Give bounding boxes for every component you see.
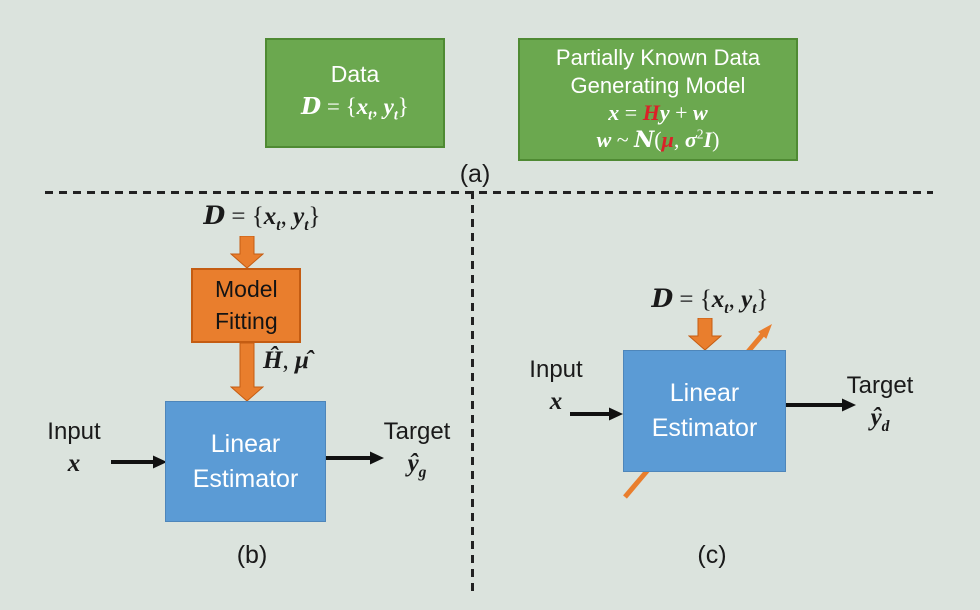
input-symbol: x	[549, 388, 563, 416]
noise-equation: w ~ N(μ, σ2I)	[596, 126, 720, 154]
linear-estimator-box: Linear Estimator	[623, 350, 786, 472]
model-box-title-line1: Partially Known Data	[555, 45, 761, 71]
down-block-arrow-icon	[230, 343, 264, 401]
model-fitting-line2: Fitting	[215, 307, 278, 334]
input-label: Input	[529, 356, 583, 383]
dataset-formula: D = {xt, yt}	[203, 201, 321, 234]
vertical-divider	[471, 191, 474, 592]
estimator-line2: Estimator	[651, 414, 758, 442]
down-block-arrow-icon	[688, 318, 722, 350]
fitted-params-label: Ĥ, μ̂	[263, 347, 309, 374]
model-fitting-line1: Model	[215, 276, 278, 303]
right-arrow-icon	[570, 407, 623, 421]
panel-b-label: (b)	[236, 541, 268, 569]
input-label-group: Input x	[506, 356, 606, 416]
panel-a-label: (a)	[459, 160, 491, 188]
model-equation: x = Hy + w	[608, 100, 708, 125]
target-symbol: ŷg	[407, 450, 427, 482]
horizontal-divider	[45, 191, 933, 194]
input-symbol: x	[67, 450, 81, 478]
input-label: Input	[47, 418, 101, 445]
model-fitting-box: Model Fitting	[191, 268, 301, 343]
linear-estimator-box: Linear Estimator	[165, 401, 326, 522]
target-symbol: ŷd	[870, 404, 890, 436]
target-label: Target	[846, 372, 914, 399]
data-box: Data D = {xt, yt}	[265, 38, 445, 148]
estimator-line1: Linear	[210, 429, 281, 458]
estimator-line2: Estimator	[192, 464, 299, 493]
right-arrow-icon	[326, 451, 384, 465]
generating-model-box: Partially Known Data Generating Model x …	[518, 38, 798, 161]
estimator-line1: Linear	[669, 379, 740, 407]
down-block-arrow-icon	[230, 236, 264, 268]
data-box-title: Data	[330, 61, 380, 88]
right-arrow-icon	[111, 455, 167, 469]
target-label-group: Target ŷd	[830, 372, 930, 436]
panel-c-label: (c)	[697, 541, 727, 569]
dataset-formula: D = {xt, yt}	[301, 93, 409, 124]
right-arrow-icon	[786, 398, 856, 412]
dataset-formula: D = {xt, yt}	[651, 284, 769, 317]
input-label-group: Input x	[24, 418, 124, 478]
target-label-group: Target ŷg	[367, 418, 467, 482]
model-box-title-line2: Generating Model	[570, 72, 746, 98]
target-label: Target	[383, 418, 451, 445]
